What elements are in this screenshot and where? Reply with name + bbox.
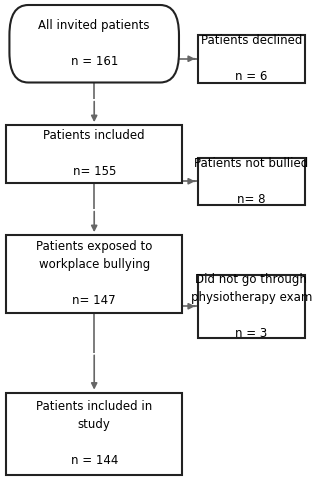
FancyBboxPatch shape (9, 5, 179, 82)
Text: Patients exposed to
workplace bullying

n= 147: Patients exposed to workplace bullying n… (36, 240, 152, 307)
FancyBboxPatch shape (198, 35, 305, 82)
Text: Patients not bullied

n= 8: Patients not bullied n= 8 (194, 157, 308, 206)
Text: Patients included in
study

n = 144: Patients included in study n = 144 (36, 400, 152, 467)
Text: Patients declined

n = 6: Patients declined n = 6 (201, 34, 302, 83)
FancyBboxPatch shape (198, 158, 305, 205)
FancyBboxPatch shape (6, 125, 182, 182)
Text: All invited patients

n = 161: All invited patients n = 161 (38, 19, 150, 68)
FancyBboxPatch shape (6, 392, 182, 475)
Text: Did not go through
physiotherapy exam

n = 3: Did not go through physiotherapy exam n … (191, 273, 312, 340)
FancyBboxPatch shape (198, 275, 305, 338)
FancyBboxPatch shape (6, 235, 182, 312)
Text: Patients included

n= 155: Patients included n= 155 (43, 129, 145, 178)
